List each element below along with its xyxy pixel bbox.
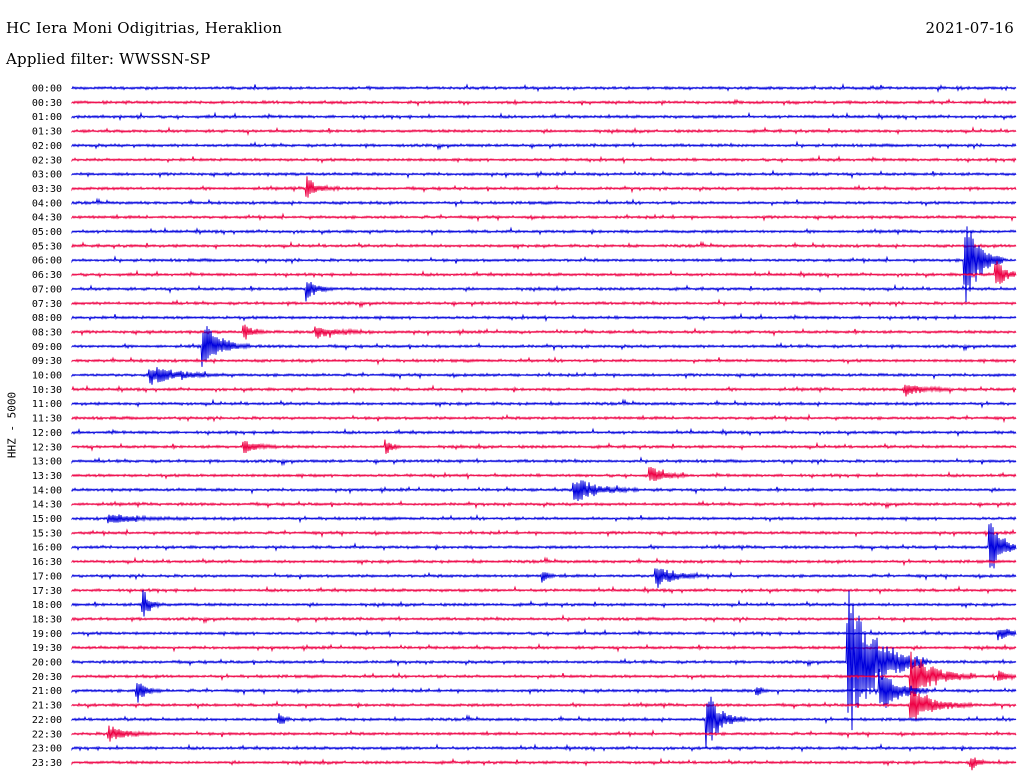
- row-time-label: 05:30: [32, 241, 62, 252]
- row-time-label: 21:00: [32, 686, 62, 697]
- row-time-label: 12:30: [32, 442, 62, 453]
- row-time-label: 12:00: [32, 428, 62, 439]
- trace-row-2100: [71, 668, 1017, 708]
- row-time-label: 13:00: [32, 457, 62, 468]
- trace-row-1600: [71, 523, 1017, 569]
- trace-row-1900: [71, 628, 1017, 641]
- trace-row-2000: [71, 590, 1017, 731]
- row-time-label: 16:30: [32, 557, 62, 568]
- row-time-label: 20:00: [32, 658, 62, 669]
- trace-row-1400: [71, 480, 1017, 502]
- row-time-label: 14:30: [32, 500, 62, 511]
- row-time-label: 22:00: [32, 715, 62, 726]
- trace-row-2030: [71, 651, 1017, 697]
- row-time-label: 03:00: [32, 170, 62, 181]
- trace-row-0900: [71, 326, 1017, 367]
- station-title: HC Iera Moni Odigitrias, Heraklion: [6, 19, 283, 37]
- chart-date: 2021-07-16: [925, 19, 1014, 37]
- trace-row-0000: [71, 83, 1017, 93]
- trace-row-0530: [71, 240, 1017, 251]
- trace-row-1630: [71, 556, 1017, 567]
- trace-row-1300: [71, 456, 1017, 467]
- row-time-label: 15:30: [32, 528, 62, 539]
- trace-row-1830: [71, 614, 1017, 625]
- trace-row-0030: [71, 97, 1017, 107]
- trace-row-1200: [71, 427, 1017, 437]
- row-time-label: 10:00: [32, 371, 62, 382]
- trace-row-0200: [71, 140, 1017, 151]
- trace-row-0700: [71, 281, 1017, 302]
- row-time-label: 01:00: [32, 112, 62, 123]
- trace-row-2300: [71, 743, 1017, 753]
- row-time-label: 04:30: [32, 213, 62, 224]
- row-time-label: 14:00: [32, 485, 62, 496]
- row-time-label: 07:30: [32, 299, 62, 310]
- trace-row-1000: [71, 367, 1017, 385]
- row-time-label: 02:00: [32, 141, 62, 152]
- trace-row-1030: [71, 384, 1017, 397]
- trace-row-2130: [71, 690, 1017, 720]
- row-time-label: 02:30: [32, 155, 62, 166]
- row-time-label: 10:30: [32, 385, 62, 396]
- row-time-label: 09:00: [32, 342, 62, 353]
- trace-row-1100: [71, 398, 1017, 409]
- trace-row-2330: [71, 757, 1017, 771]
- row-time-label: 03:30: [32, 184, 62, 195]
- row-time-label: 16:00: [32, 543, 62, 554]
- trace-row-0400: [71, 197, 1017, 208]
- trace-row-0330: [71, 176, 1017, 198]
- trace-row-0230: [71, 154, 1017, 165]
- row-time-label: 07:00: [32, 284, 62, 295]
- trace-row-0730: [71, 298, 1017, 309]
- row-time-label: 09:30: [32, 356, 62, 367]
- row-time-label: 23:00: [32, 744, 62, 755]
- row-time-label: 00:00: [32, 84, 62, 95]
- row-time-label: 23:30: [32, 758, 62, 769]
- trace-row-1130: [71, 413, 1017, 424]
- trace-row-0800: [71, 312, 1017, 323]
- trace-row-1800: [71, 590, 1017, 617]
- row-time-label: 21:30: [32, 701, 62, 712]
- row-time-label: 13:30: [32, 471, 62, 482]
- trace-row-2200: [71, 696, 1017, 748]
- trace-row-1330: [71, 466, 1017, 481]
- row-time-label: 05:00: [32, 227, 62, 238]
- row-time-label: 19:30: [32, 643, 62, 654]
- trace-row-0930: [71, 356, 1017, 366]
- row-time-label: 20:30: [32, 672, 62, 683]
- trace-row-2230: [71, 725, 1017, 742]
- row-time-label: 01:30: [32, 127, 62, 138]
- row-time-label: 17:00: [32, 571, 62, 582]
- row-time-label: 17:30: [32, 586, 62, 597]
- row-time-label: 04:00: [32, 198, 62, 209]
- row-time-label: 11:30: [32, 414, 62, 425]
- row-time-label: 00:30: [32, 98, 62, 109]
- row-time-label: 06:30: [32, 270, 62, 281]
- row-time-label: 19:00: [32, 629, 62, 640]
- trace-row-1700: [71, 568, 1017, 588]
- row-time-label: 18:00: [32, 600, 62, 611]
- row-time-label: 08:30: [32, 327, 62, 338]
- trace-row-1430: [71, 499, 1017, 510]
- trace-row-0430: [71, 212, 1017, 223]
- row-time-label: 22:30: [32, 729, 62, 740]
- trace-row-0600: [71, 226, 1017, 303]
- row-time-label: 06:00: [32, 256, 62, 267]
- row-time-label: 11:00: [32, 399, 62, 410]
- row-time-label: 08:00: [32, 313, 62, 324]
- trace-row-0130: [71, 126, 1017, 136]
- row-time-label: 18:30: [32, 614, 62, 625]
- trace-row-0630: [71, 260, 1017, 284]
- trace-row-0500: [71, 226, 1017, 237]
- trace-row-1500: [71, 514, 1017, 524]
- filter-label: Applied filter: WWSSN-SP: [6, 50, 211, 68]
- trace-row-0830: [71, 324, 1017, 340]
- trace-row-1730: [71, 585, 1017, 595]
- trace-row-0100: [71, 111, 1017, 122]
- trace-row-0300: [71, 169, 1017, 180]
- trace-row-1230: [71, 439, 1017, 454]
- trace-row-1530: [71, 528, 1017, 538]
- row-time-label: 15:00: [32, 514, 62, 525]
